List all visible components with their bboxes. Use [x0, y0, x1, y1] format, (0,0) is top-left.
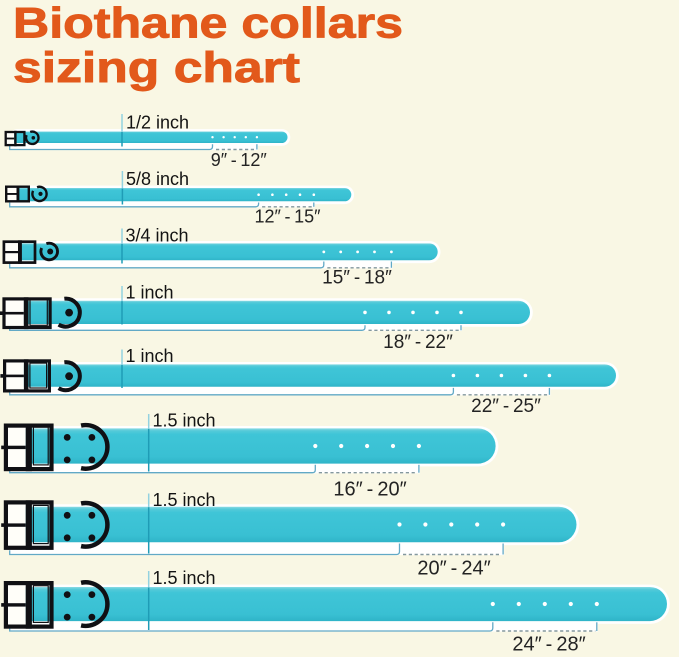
svg-text:1.5 inch: 1.5 inch	[153, 568, 216, 588]
svg-text:1.5 inch: 1.5 inch	[153, 411, 216, 431]
svg-text:5/8 inch: 5/8 inch	[126, 169, 189, 189]
svg-text:15″ - 18″: 15″ - 18″	[322, 267, 392, 288]
svg-text:1 inch: 1 inch	[126, 283, 174, 303]
svg-text:18″ - 22″: 18″ - 22″	[383, 332, 453, 353]
svg-text:12″ - 15″: 12″ - 15″	[255, 206, 322, 226]
svg-text:sizing chart: sizing chart	[13, 45, 300, 92]
svg-text:9″ - 12″: 9″ - 12″	[211, 150, 268, 170]
svg-text:16″ - 20″: 16″ - 20″	[333, 478, 406, 500]
svg-text:22″ - 25″: 22″ - 25″	[471, 396, 541, 417]
svg-text:1.5 inch: 1.5 inch	[153, 490, 216, 510]
svg-text:1 inch: 1 inch	[126, 346, 174, 366]
svg-text:20″ - 24″: 20″ - 24″	[417, 558, 490, 580]
svg-text:Biothane collars: Biothane collars	[13, 1, 403, 48]
svg-text:3/4 inch: 3/4 inch	[126, 226, 189, 246]
svg-text:1/2 inch: 1/2 inch	[126, 113, 189, 133]
svg-text:24″ - 28″: 24″ - 28″	[512, 633, 585, 652]
